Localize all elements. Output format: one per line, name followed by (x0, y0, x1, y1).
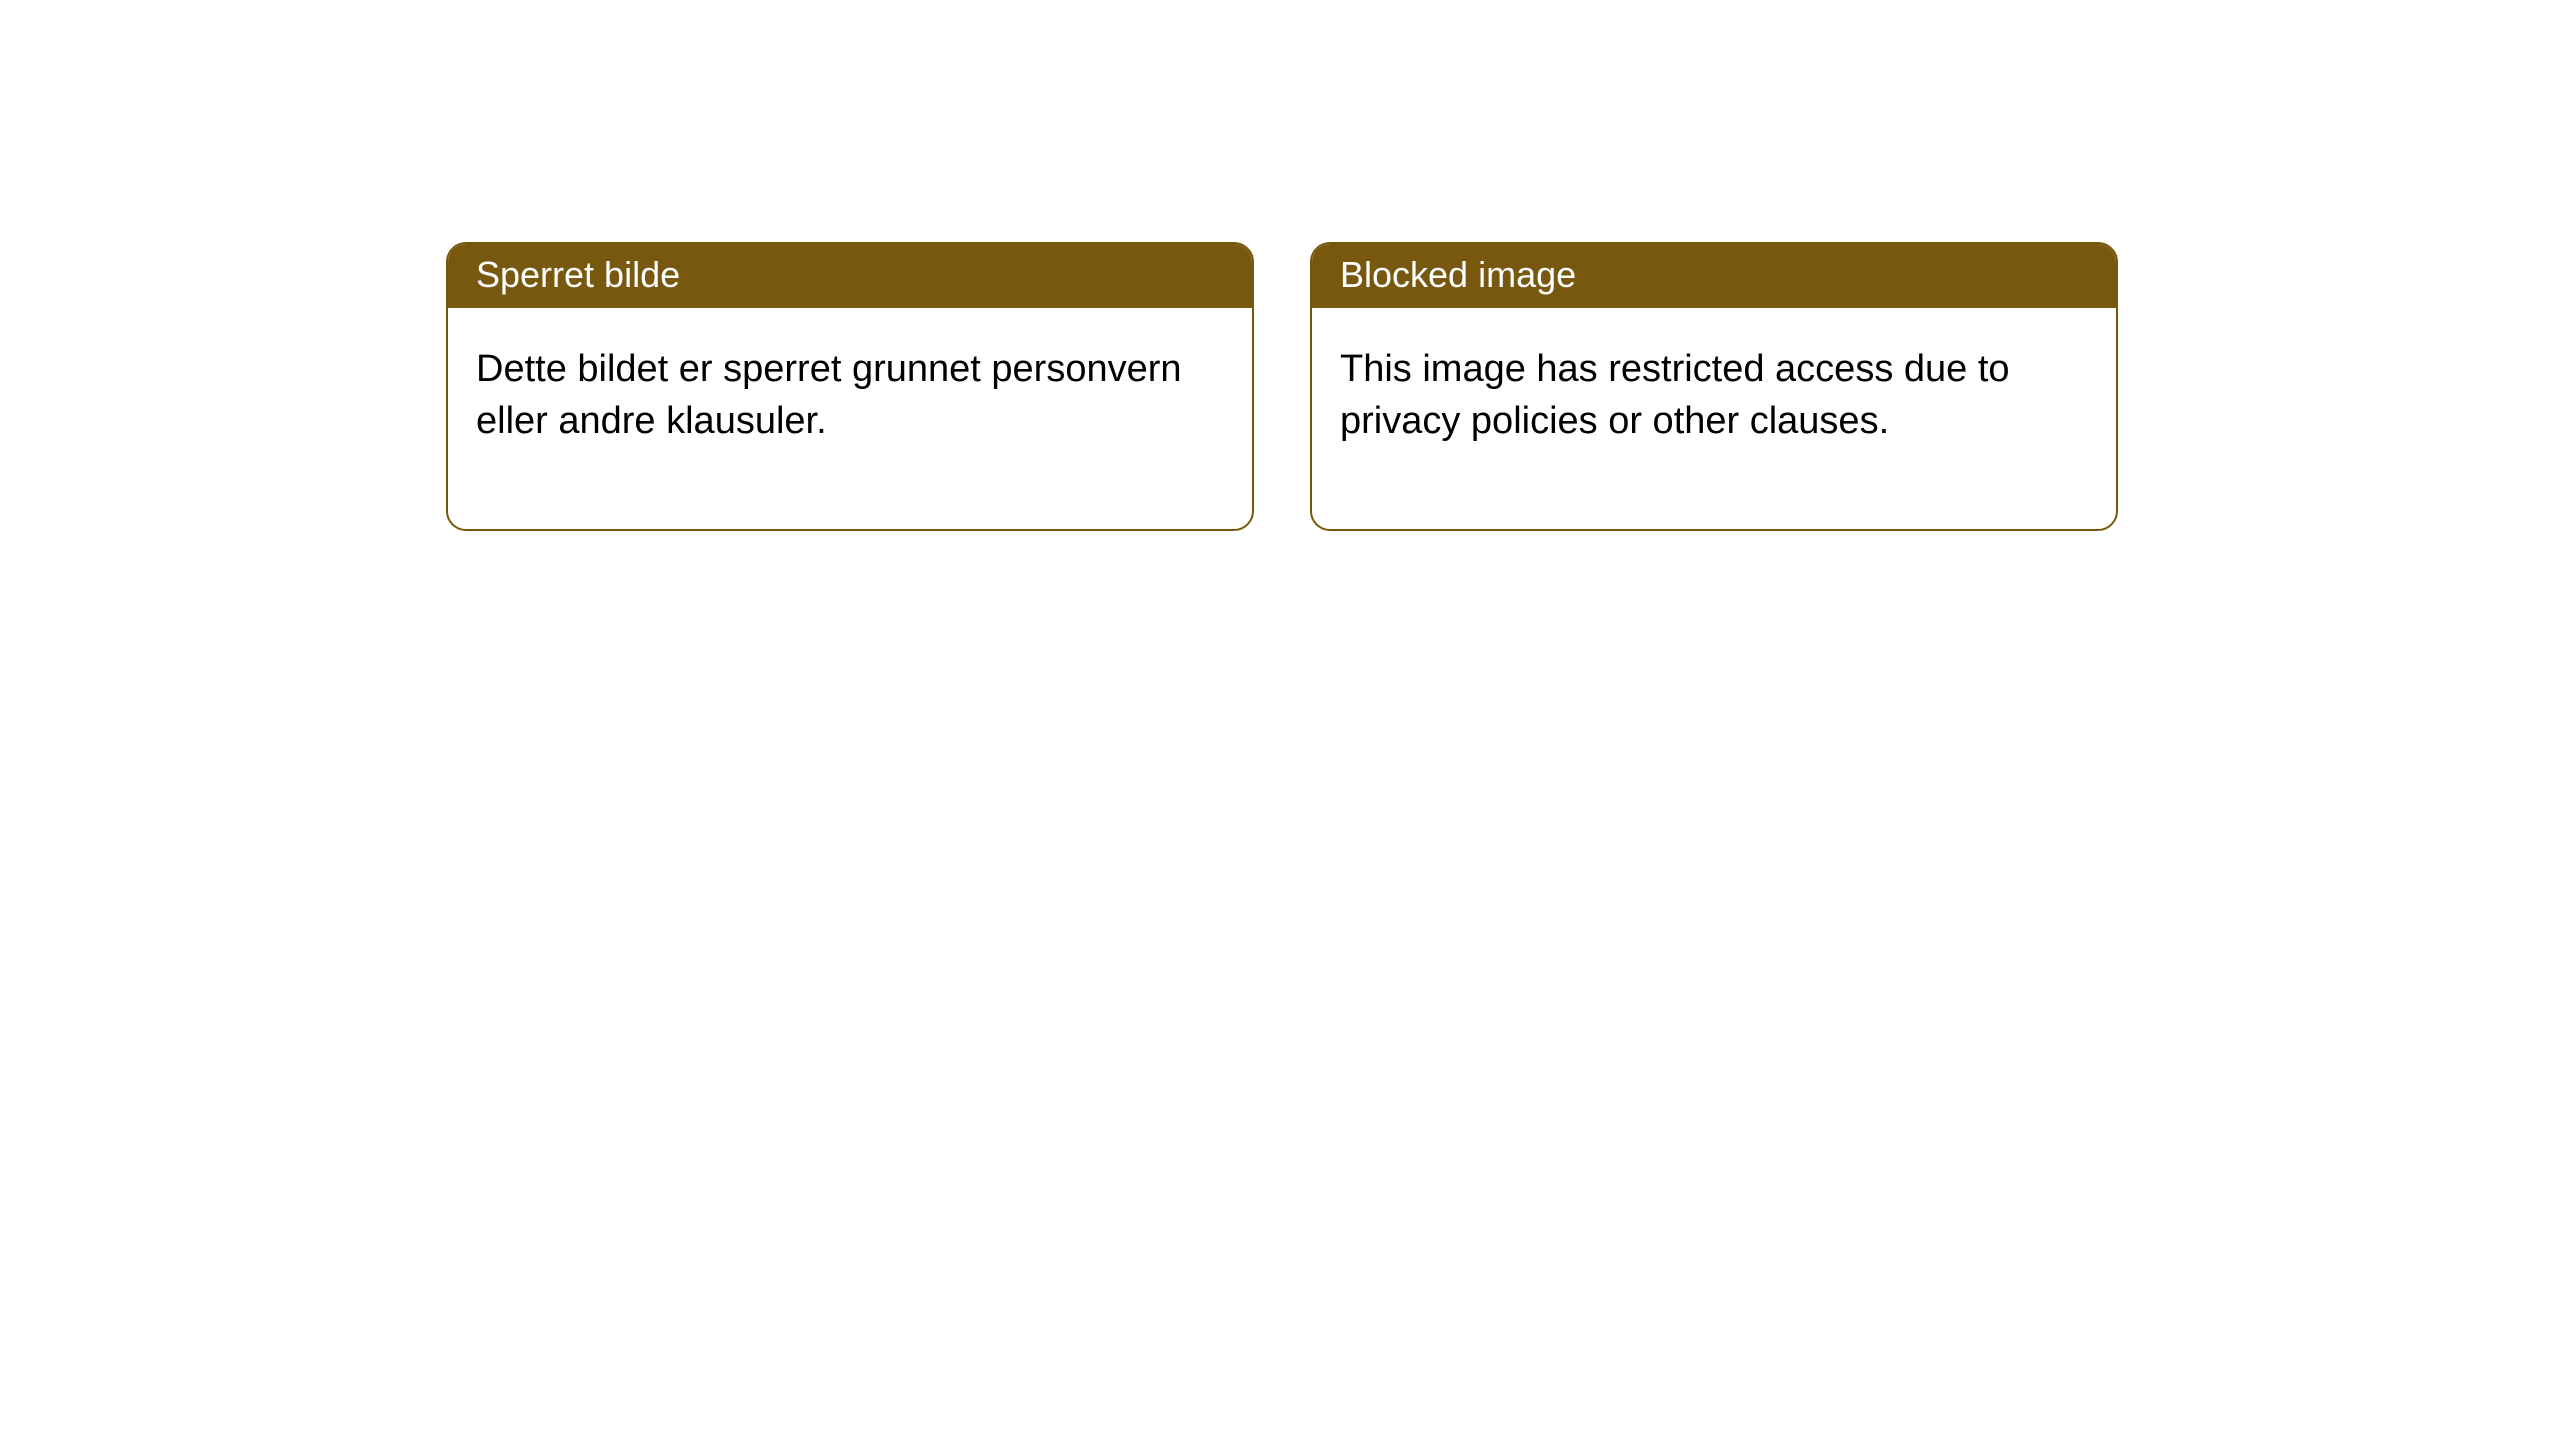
notice-card-english: Blocked image This image has restricted … (1310, 242, 2118, 531)
card-header: Sperret bilde (448, 244, 1252, 308)
notice-card-norwegian: Sperret bilde Dette bildet er sperret gr… (446, 242, 1254, 531)
card-title: Sperret bilde (476, 254, 680, 295)
notice-cards-row: Sperret bilde Dette bildet er sperret gr… (0, 0, 2560, 531)
card-title: Blocked image (1340, 254, 1576, 295)
card-body: Dette bildet er sperret grunnet personve… (448, 308, 1252, 529)
card-body: This image has restricted access due to … (1312, 308, 2116, 529)
card-message: This image has restricted access due to … (1340, 348, 2010, 442)
card-message: Dette bildet er sperret grunnet personve… (476, 348, 1182, 442)
card-header: Blocked image (1312, 244, 2116, 308)
